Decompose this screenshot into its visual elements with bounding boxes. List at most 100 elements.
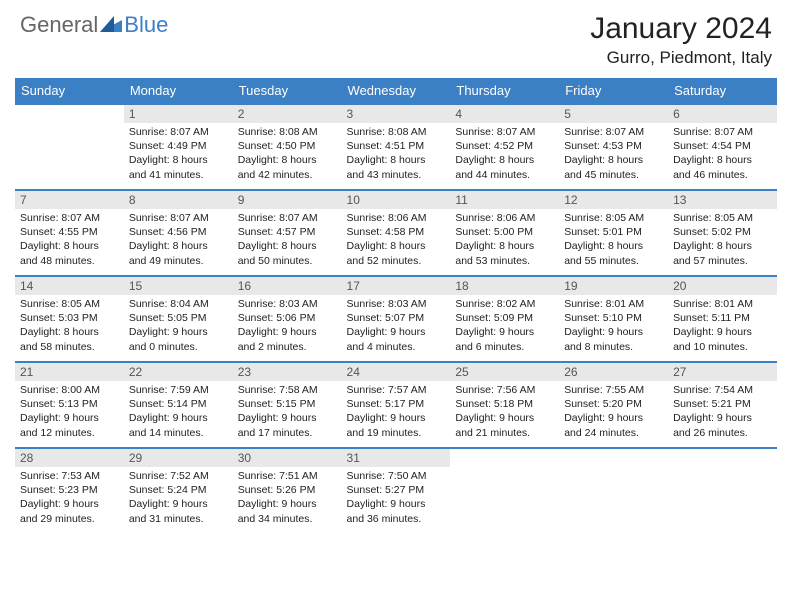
day-number: 10: [342, 191, 451, 209]
day-number: 11: [450, 191, 559, 209]
weekday-header: Thursday: [450, 78, 559, 104]
calendar-cell: [15, 104, 124, 190]
day-number: 1: [124, 105, 233, 123]
day-info: Sunrise: 8:04 AMSunset: 5:05 PMDaylight:…: [124, 295, 233, 356]
day-number: 7: [15, 191, 124, 209]
day-info: Sunrise: 8:05 AMSunset: 5:03 PMDaylight:…: [15, 295, 124, 356]
calendar-cell: 11Sunrise: 8:06 AMSunset: 5:00 PMDayligh…: [450, 190, 559, 276]
day-number: 30: [233, 449, 342, 467]
day-info: Sunrise: 7:57 AMSunset: 5:17 PMDaylight:…: [342, 381, 451, 442]
calendar-row: 1Sunrise: 8:07 AMSunset: 4:49 PMDaylight…: [15, 104, 777, 190]
day-number: 12: [559, 191, 668, 209]
calendar-cell: 1Sunrise: 8:07 AMSunset: 4:49 PMDaylight…: [124, 104, 233, 190]
day-info: Sunrise: 8:07 AMSunset: 4:52 PMDaylight:…: [450, 123, 559, 184]
weekday-header: Saturday: [668, 78, 777, 104]
calendar-cell: 16Sunrise: 8:03 AMSunset: 5:06 PMDayligh…: [233, 276, 342, 362]
calendar-cell: 10Sunrise: 8:06 AMSunset: 4:58 PMDayligh…: [342, 190, 451, 276]
calendar-cell: 21Sunrise: 8:00 AMSunset: 5:13 PMDayligh…: [15, 362, 124, 448]
day-number: 22: [124, 363, 233, 381]
day-number: 2: [233, 105, 342, 123]
calendar-cell: 24Sunrise: 7:57 AMSunset: 5:17 PMDayligh…: [342, 362, 451, 448]
day-number: 19: [559, 277, 668, 295]
calendar-cell: 8Sunrise: 8:07 AMSunset: 4:56 PMDaylight…: [124, 190, 233, 276]
day-number: 14: [15, 277, 124, 295]
day-info: Sunrise: 8:01 AMSunset: 5:11 PMDaylight:…: [668, 295, 777, 356]
logo: General Blue: [20, 12, 168, 38]
calendar-cell: [450, 448, 559, 534]
weekday-header: Sunday: [15, 78, 124, 104]
day-number: 27: [668, 363, 777, 381]
day-info: Sunrise: 7:54 AMSunset: 5:21 PMDaylight:…: [668, 381, 777, 442]
day-number: 13: [668, 191, 777, 209]
day-info: Sunrise: 7:55 AMSunset: 5:20 PMDaylight:…: [559, 381, 668, 442]
day-info: Sunrise: 7:51 AMSunset: 5:26 PMDaylight:…: [233, 467, 342, 528]
calendar-cell: 23Sunrise: 7:58 AMSunset: 5:15 PMDayligh…: [233, 362, 342, 448]
calendar-cell: 5Sunrise: 8:07 AMSunset: 4:53 PMDaylight…: [559, 104, 668, 190]
logo-text-2: Blue: [124, 12, 168, 38]
calendar-cell: 6Sunrise: 8:07 AMSunset: 4:54 PMDaylight…: [668, 104, 777, 190]
day-info: Sunrise: 8:03 AMSunset: 5:06 PMDaylight:…: [233, 295, 342, 356]
location: Gurro, Piedmont, Italy: [590, 48, 772, 68]
calendar-cell: [668, 448, 777, 534]
day-number: 31: [342, 449, 451, 467]
calendar-cell: 31Sunrise: 7:50 AMSunset: 5:27 PMDayligh…: [342, 448, 451, 534]
day-info: Sunrise: 7:53 AMSunset: 5:23 PMDaylight:…: [15, 467, 124, 528]
day-number: 15: [124, 277, 233, 295]
calendar-cell: 18Sunrise: 8:02 AMSunset: 5:09 PMDayligh…: [450, 276, 559, 362]
day-number: 16: [233, 277, 342, 295]
weekday-header-row: SundayMondayTuesdayWednesdayThursdayFrid…: [15, 78, 777, 104]
day-number: 23: [233, 363, 342, 381]
weekday-header: Friday: [559, 78, 668, 104]
day-info: Sunrise: 8:08 AMSunset: 4:51 PMDaylight:…: [342, 123, 451, 184]
day-info: Sunrise: 8:06 AMSunset: 4:58 PMDaylight:…: [342, 209, 451, 270]
day-info: Sunrise: 7:59 AMSunset: 5:14 PMDaylight:…: [124, 381, 233, 442]
day-number: 8: [124, 191, 233, 209]
day-number: 28: [15, 449, 124, 467]
day-info: Sunrise: 8:02 AMSunset: 5:09 PMDaylight:…: [450, 295, 559, 356]
weekday-header: Monday: [124, 78, 233, 104]
calendar-cell: 26Sunrise: 7:55 AMSunset: 5:20 PMDayligh…: [559, 362, 668, 448]
day-info: Sunrise: 7:50 AMSunset: 5:27 PMDaylight:…: [342, 467, 451, 528]
calendar-cell: 3Sunrise: 8:08 AMSunset: 4:51 PMDaylight…: [342, 104, 451, 190]
weekday-header: Wednesday: [342, 78, 451, 104]
calendar: SundayMondayTuesdayWednesdayThursdayFrid…: [15, 78, 777, 534]
header: General Blue January 2024 Gurro, Piedmon…: [0, 0, 792, 72]
weekday-header: Tuesday: [233, 78, 342, 104]
day-number: 25: [450, 363, 559, 381]
calendar-cell: 28Sunrise: 7:53 AMSunset: 5:23 PMDayligh…: [15, 448, 124, 534]
page-title: January 2024: [590, 12, 772, 46]
day-info: Sunrise: 8:07 AMSunset: 4:54 PMDaylight:…: [668, 123, 777, 184]
day-info: Sunrise: 7:56 AMSunset: 5:18 PMDaylight:…: [450, 381, 559, 442]
day-info: Sunrise: 8:07 AMSunset: 4:55 PMDaylight:…: [15, 209, 124, 270]
calendar-row: 14Sunrise: 8:05 AMSunset: 5:03 PMDayligh…: [15, 276, 777, 362]
day-number: 20: [668, 277, 777, 295]
calendar-row: 21Sunrise: 8:00 AMSunset: 5:13 PMDayligh…: [15, 362, 777, 448]
calendar-cell: 15Sunrise: 8:04 AMSunset: 5:05 PMDayligh…: [124, 276, 233, 362]
calendar-cell: 25Sunrise: 7:56 AMSunset: 5:18 PMDayligh…: [450, 362, 559, 448]
calendar-cell: 7Sunrise: 8:07 AMSunset: 4:55 PMDaylight…: [15, 190, 124, 276]
logo-flag-icon: [100, 14, 122, 32]
calendar-cell: 13Sunrise: 8:05 AMSunset: 5:02 PMDayligh…: [668, 190, 777, 276]
logo-text-1: General: [20, 12, 98, 38]
day-info: Sunrise: 7:58 AMSunset: 5:15 PMDaylight:…: [233, 381, 342, 442]
calendar-cell: [559, 448, 668, 534]
day-info: Sunrise: 8:01 AMSunset: 5:10 PMDaylight:…: [559, 295, 668, 356]
day-number: 24: [342, 363, 451, 381]
day-info: Sunrise: 8:07 AMSunset: 4:49 PMDaylight:…: [124, 123, 233, 184]
day-info: Sunrise: 8:06 AMSunset: 5:00 PMDaylight:…: [450, 209, 559, 270]
calendar-row: 7Sunrise: 8:07 AMSunset: 4:55 PMDaylight…: [15, 190, 777, 276]
day-info: Sunrise: 8:07 AMSunset: 4:56 PMDaylight:…: [124, 209, 233, 270]
calendar-body: 1Sunrise: 8:07 AMSunset: 4:49 PMDaylight…: [15, 104, 777, 534]
day-info: Sunrise: 8:07 AMSunset: 4:53 PMDaylight:…: [559, 123, 668, 184]
calendar-cell: 4Sunrise: 8:07 AMSunset: 4:52 PMDaylight…: [450, 104, 559, 190]
day-number: 9: [233, 191, 342, 209]
calendar-cell: 2Sunrise: 8:08 AMSunset: 4:50 PMDaylight…: [233, 104, 342, 190]
day-number: 17: [342, 277, 451, 295]
day-info: Sunrise: 8:05 AMSunset: 5:02 PMDaylight:…: [668, 209, 777, 270]
day-info: Sunrise: 8:07 AMSunset: 4:57 PMDaylight:…: [233, 209, 342, 270]
day-info: Sunrise: 8:08 AMSunset: 4:50 PMDaylight:…: [233, 123, 342, 184]
day-info: Sunrise: 8:00 AMSunset: 5:13 PMDaylight:…: [15, 381, 124, 442]
day-number: 26: [559, 363, 668, 381]
calendar-cell: 27Sunrise: 7:54 AMSunset: 5:21 PMDayligh…: [668, 362, 777, 448]
day-number: 29: [124, 449, 233, 467]
